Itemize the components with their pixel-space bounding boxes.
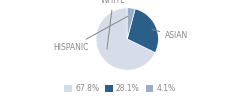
Text: ASIAN: ASIAN	[152, 30, 188, 40]
Wedge shape	[127, 8, 135, 39]
Wedge shape	[96, 8, 155, 70]
Text: WHITE: WHITE	[101, 0, 126, 49]
Wedge shape	[127, 9, 158, 53]
Text: HISPANIC: HISPANIC	[53, 16, 128, 52]
Legend: 67.8%, 28.1%, 4.1%: 67.8%, 28.1%, 4.1%	[61, 81, 179, 96]
